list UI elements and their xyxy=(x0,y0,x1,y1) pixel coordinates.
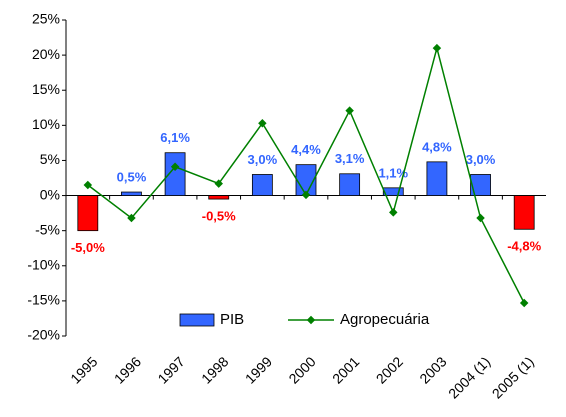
point xyxy=(258,118,267,128)
x-tick-label: 1997 xyxy=(154,353,187,386)
value-label: 3,0% xyxy=(248,152,278,167)
bar xyxy=(208,195,230,200)
y-tick-label: 10% xyxy=(32,116,60,132)
value-label: -0,5% xyxy=(202,209,236,224)
value-label: 6,1% xyxy=(160,130,190,145)
point xyxy=(170,162,180,172)
y-tick-label: 20% xyxy=(32,46,60,62)
value-label: 1,1% xyxy=(378,165,408,180)
x-tick-label: 1996 xyxy=(111,353,144,386)
bar xyxy=(339,173,361,196)
y-tick-label: 25% xyxy=(32,11,60,27)
x-tick-label: 2002 xyxy=(373,353,406,386)
legend-swatch xyxy=(179,313,215,327)
y-tick-label: -20% xyxy=(27,327,60,343)
bar xyxy=(121,191,142,196)
value-label: -4,8% xyxy=(507,239,541,254)
point xyxy=(214,179,223,188)
bar xyxy=(426,161,448,196)
value-label: 4,8% xyxy=(422,139,452,154)
point xyxy=(83,180,93,190)
bar xyxy=(251,174,273,196)
value-label: 3,0% xyxy=(466,152,496,167)
y-tick-label: -15% xyxy=(27,292,60,308)
y-tick-label: -10% xyxy=(27,256,60,272)
x-tick-label: 2004 (1) xyxy=(445,353,493,401)
bar xyxy=(77,195,99,232)
legend-label: PIB xyxy=(220,311,244,328)
point xyxy=(519,298,529,308)
value-label: -5,0% xyxy=(71,240,105,255)
x-tick-label: 1998 xyxy=(198,353,231,386)
legend-label: Agropecuária xyxy=(340,311,430,328)
legend: PIB Agropecuária xyxy=(169,304,467,336)
bar xyxy=(382,187,404,196)
bar xyxy=(164,152,186,196)
value-label: 0,5% xyxy=(117,169,147,184)
bar xyxy=(470,174,491,196)
x-tick-label: 2000 xyxy=(285,353,318,386)
point xyxy=(389,208,398,217)
x-tick-label: 2001 xyxy=(329,353,362,386)
legend-swatch xyxy=(306,315,316,325)
y-tick-label: 15% xyxy=(32,81,60,97)
point xyxy=(345,106,354,115)
y-tick-label: 0% xyxy=(40,186,60,202)
point xyxy=(432,43,442,53)
bar xyxy=(513,195,535,230)
value-label: 4,4% xyxy=(291,142,321,157)
point xyxy=(301,190,311,200)
y-tick-label: -5% xyxy=(35,221,60,237)
y-tick-label: 5% xyxy=(40,151,60,167)
point xyxy=(476,213,485,223)
point xyxy=(127,213,136,223)
value-label: 3,1% xyxy=(335,151,365,166)
x-tick-label: 1995 xyxy=(67,353,100,386)
x-tick-label: 2005 (1) xyxy=(489,353,537,401)
x-tick-label: 1999 xyxy=(242,353,275,386)
x-tick-label: 2003 xyxy=(416,353,449,386)
